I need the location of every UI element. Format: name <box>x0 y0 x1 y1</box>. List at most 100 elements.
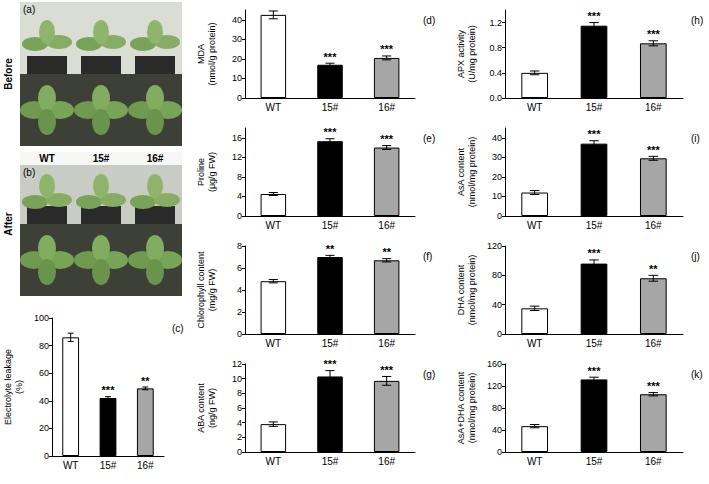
svg-text:80: 80 <box>39 341 49 351</box>
svg-text:(i): (i) <box>691 133 700 144</box>
svg-text:(e): (e) <box>423 133 435 144</box>
svg-text:(d): (d) <box>423 15 435 26</box>
svg-text:0.0: 0.0 <box>489 93 502 103</box>
svg-text:**: ** <box>649 263 658 275</box>
svg-text:AsA content: AsA content <box>456 147 466 196</box>
svg-text:10: 10 <box>232 374 242 384</box>
svg-text:6: 6 <box>237 263 242 273</box>
svg-text:16#: 16# <box>137 460 154 471</box>
svg-text:0: 0 <box>497 329 502 339</box>
svg-text:120: 120 <box>487 241 502 251</box>
svg-text:MDA: MDA <box>196 44 206 64</box>
svg-text:***: *** <box>324 51 338 63</box>
svg-text:***: *** <box>647 380 661 392</box>
svg-text:(g): (g) <box>423 369 435 380</box>
svg-text:**: ** <box>326 243 335 255</box>
svg-text:20: 20 <box>232 54 242 64</box>
svg-text:Electrolyte leakage: Electrolyte leakage <box>3 349 13 425</box>
svg-text:16#: 16# <box>378 102 395 113</box>
svg-text:4: 4 <box>237 418 242 428</box>
svg-text:40: 40 <box>492 133 502 143</box>
svg-text:15#: 15# <box>586 338 603 349</box>
svg-text:40: 40 <box>39 396 49 406</box>
svg-text:***: *** <box>588 365 602 377</box>
svg-text:0: 0 <box>497 447 502 457</box>
svg-text:(nmol/mg protein): (nmol/mg protein) <box>467 255 477 326</box>
svg-text:15#: 15# <box>322 220 339 231</box>
svg-text:160: 160 <box>487 359 502 369</box>
svg-text:16#: 16# <box>645 456 662 467</box>
svg-text:60: 60 <box>39 368 49 378</box>
svg-text:Proline: Proline <box>196 158 206 186</box>
svg-text:15#: 15# <box>100 460 117 471</box>
svg-text:0.4: 0.4 <box>489 68 502 78</box>
svg-text:***: *** <box>102 384 116 396</box>
svg-text:16#: 16# <box>378 338 395 349</box>
svg-text:(j): (j) <box>691 251 700 262</box>
svg-text:(%): (%) <box>14 380 24 394</box>
svg-text:WT: WT <box>266 338 282 349</box>
svg-text:12: 12 <box>232 359 242 369</box>
svg-text:16#: 16# <box>645 220 662 231</box>
svg-text:40: 40 <box>492 300 502 310</box>
svg-text:(nmol/mg protein): (nmol/mg protein) <box>467 137 477 208</box>
svg-text:**: ** <box>382 246 391 258</box>
svg-text:30: 30 <box>232 34 242 44</box>
svg-text:***: *** <box>380 133 394 145</box>
svg-text:DHA content: DHA content <box>456 264 466 315</box>
svg-text:15#: 15# <box>586 102 603 113</box>
svg-text:WT: WT <box>266 102 282 113</box>
svg-text:40: 40 <box>232 15 242 25</box>
svg-text:12: 12 <box>232 152 242 162</box>
svg-text:(k): (k) <box>691 369 703 380</box>
svg-text:16#: 16# <box>147 153 164 164</box>
svg-text:(nmol/mg protein): (nmol/mg protein) <box>467 373 477 444</box>
svg-text:16: 16 <box>232 133 242 143</box>
svg-text:10: 10 <box>492 191 502 201</box>
svg-text:WT: WT <box>527 456 543 467</box>
svg-text:***: *** <box>324 358 338 370</box>
svg-text:15#: 15# <box>93 153 110 164</box>
svg-text:WT: WT <box>527 338 543 349</box>
svg-text:0: 0 <box>237 447 242 457</box>
svg-text:WT: WT <box>266 220 282 231</box>
svg-text:(h): (h) <box>691 15 703 26</box>
svg-text:15#: 15# <box>322 338 339 349</box>
svg-text:***: *** <box>647 28 661 40</box>
svg-text:WT: WT <box>39 153 55 164</box>
svg-text:40: 40 <box>492 425 502 435</box>
svg-text:15#: 15# <box>322 102 339 113</box>
svg-text:(ng/g FW): (ng/g FW) <box>207 388 217 428</box>
svg-text:100: 100 <box>34 313 49 323</box>
svg-text:16#: 16# <box>645 102 662 113</box>
svg-text:16#: 16# <box>378 220 395 231</box>
svg-text:APX activity: APX activity <box>456 29 466 78</box>
svg-text:0.8: 0.8 <box>489 43 502 53</box>
svg-text:16#: 16# <box>378 456 395 467</box>
svg-text:***: *** <box>588 128 602 140</box>
svg-text:Chlorophyll content: Chlorophyll content <box>196 251 206 329</box>
svg-text:80: 80 <box>492 403 502 413</box>
svg-text:2: 2 <box>237 432 242 442</box>
svg-text:**: ** <box>141 375 150 387</box>
svg-text:16#: 16# <box>645 338 662 349</box>
svg-text:AsA+DHA content: AsA+DHA content <box>456 371 466 444</box>
svg-text:WT: WT <box>527 102 543 113</box>
svg-text:(U/mg protein): (U/mg protein) <box>467 25 477 83</box>
svg-text:8: 8 <box>237 241 242 251</box>
svg-text:15#: 15# <box>586 456 603 467</box>
svg-text:0: 0 <box>44 451 49 461</box>
svg-text:8: 8 <box>237 172 242 182</box>
svg-text:8: 8 <box>237 388 242 398</box>
svg-text:0: 0 <box>497 211 502 221</box>
svg-text:***: *** <box>588 10 602 22</box>
svg-text:15#: 15# <box>586 220 603 231</box>
svg-text:Before: Before <box>3 58 14 90</box>
svg-text:10: 10 <box>232 73 242 83</box>
svg-text:1.2: 1.2 <box>489 18 502 28</box>
svg-text:20: 20 <box>492 172 502 182</box>
svg-text:***: *** <box>324 126 338 138</box>
svg-text:80: 80 <box>492 270 502 280</box>
svg-text:(mg/g FW): (mg/g FW) <box>207 269 217 312</box>
svg-text:ABA content: ABA content <box>196 383 206 433</box>
